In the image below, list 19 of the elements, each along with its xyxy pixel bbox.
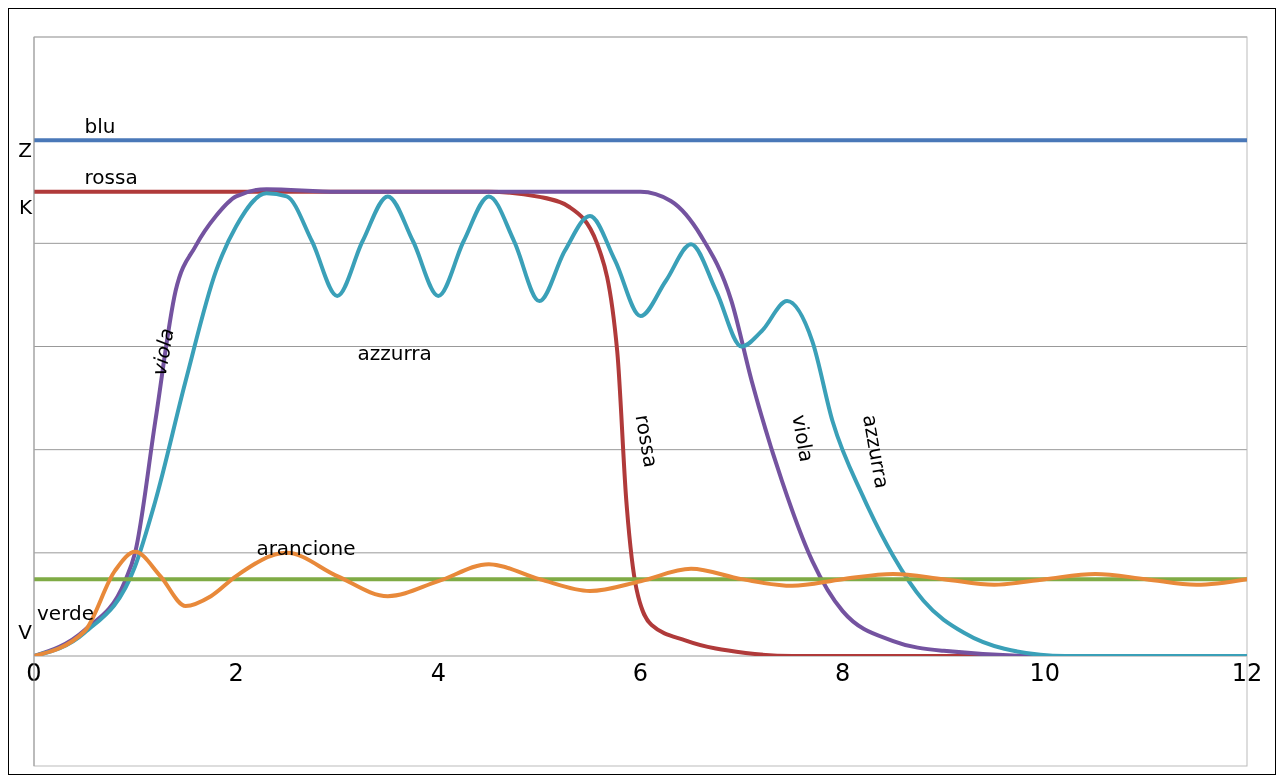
text: azzurra — [357, 340, 432, 365]
series-label: blu — [84, 114, 116, 139]
x-tick-label: 12 — [1231, 659, 1263, 688]
text: Z — [18, 138, 32, 163]
x-tick-label: 0 — [26, 659, 42, 688]
text: V — [18, 619, 33, 644]
series-label: arancione — [256, 535, 356, 560]
x-tick-label: 8 — [835, 659, 851, 688]
x-tick-label: 2 — [228, 659, 244, 688]
series-label: verde — [37, 600, 95, 625]
annotation: rossa — [630, 412, 664, 470]
x-tick-label: 6 — [632, 659, 649, 688]
text: viola — [146, 326, 179, 378]
annotation: viola — [787, 412, 820, 464]
text: K — [18, 194, 33, 219]
series-label: rossa — [84, 165, 138, 190]
annotation: azzurra — [857, 412, 895, 491]
x-tick-label: 10 — [1029, 659, 1061, 688]
x-tick-label: 4 — [430, 659, 446, 688]
